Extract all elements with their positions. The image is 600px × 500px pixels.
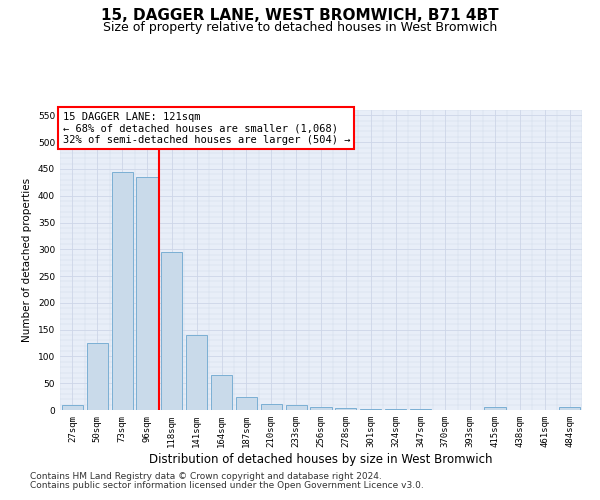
Text: Contains HM Land Registry data © Crown copyright and database right 2024.: Contains HM Land Registry data © Crown c… [30, 472, 382, 481]
Bar [286, 405, 307, 410]
Bar [261, 404, 282, 410]
Text: Size of property relative to detached houses in West Bromwich: Size of property relative to detached ho… [103, 21, 497, 34]
Bar [335, 408, 356, 410]
Bar [236, 396, 257, 410]
Bar [87, 343, 108, 410]
Y-axis label: Number of detached properties: Number of detached properties [22, 178, 32, 342]
Bar [484, 408, 506, 410]
Text: Distribution of detached houses by size in West Bromwich: Distribution of detached houses by size … [149, 452, 493, 466]
Text: 15 DAGGER LANE: 121sqm
← 68% of detached houses are smaller (1,068)
32% of semi-: 15 DAGGER LANE: 121sqm ← 68% of detached… [62, 112, 350, 144]
Bar [360, 409, 381, 410]
Bar [310, 408, 332, 410]
Bar [559, 408, 580, 410]
Text: Contains public sector information licensed under the Open Government Licence v3: Contains public sector information licen… [30, 481, 424, 490]
Bar [186, 335, 207, 410]
Bar [62, 404, 83, 410]
Bar [136, 177, 158, 410]
Bar [112, 172, 133, 410]
Bar [211, 375, 232, 410]
Bar [161, 252, 182, 410]
Text: 15, DAGGER LANE, WEST BROMWICH, B71 4BT: 15, DAGGER LANE, WEST BROMWICH, B71 4BT [101, 8, 499, 22]
